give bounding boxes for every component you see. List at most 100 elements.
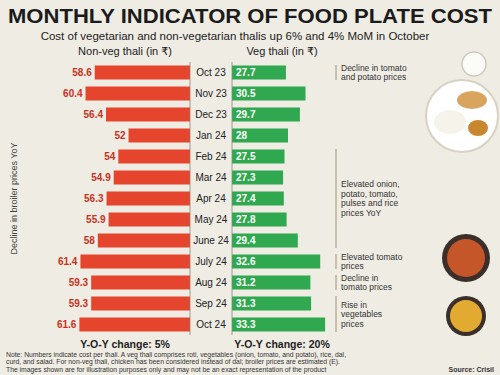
bar [232, 318, 325, 332]
annotation: Decline in broiler prices YoY [9, 142, 19, 254]
dal-bowl [446, 296, 486, 336]
category-label: May 24 [195, 214, 228, 225]
panel-title: Non-veg thali (in ₹) [78, 45, 172, 57]
annotation: prices [341, 319, 364, 329]
category-label: Jan 24 [196, 130, 226, 141]
annotation: Rise in [341, 300, 367, 310]
annotation: prices [341, 261, 364, 271]
annotation: potato, tomato, [341, 189, 398, 199]
annotation-bracket [335, 296, 337, 332]
category-label: Nov 23 [195, 88, 227, 99]
dal [450, 300, 482, 332]
subtitle: Cost of vegetarian and non-vegetarian th… [41, 30, 430, 42]
data-label: 30.5 [236, 88, 256, 99]
bar [232, 129, 288, 143]
bar [232, 66, 286, 80]
category-label: Oct 23 [196, 67, 226, 78]
bar [114, 171, 190, 185]
bar [232, 150, 285, 164]
bar [106, 108, 190, 122]
curry-bowl [442, 234, 490, 282]
annotation-bracket [335, 254, 337, 269]
bar [232, 234, 298, 248]
bar [98, 234, 190, 248]
annotation: Elevated onion, [341, 179, 400, 189]
annotation: pulses and rice [341, 198, 398, 208]
chart-root: MONTHLY INDICATOR OF FOOD PLATE COST Cost… [0, 0, 500, 375]
category-label: Sep 24 [195, 298, 227, 309]
annotation: prices YoY [341, 208, 381, 218]
bar [80, 255, 190, 269]
category-label: Feb 24 [195, 151, 227, 162]
data-label: 55.9 [86, 214, 106, 225]
data-label: 59.3 [69, 298, 89, 309]
caption: Y-O-Y change: 5% [80, 338, 170, 350]
category-label: June 24 [193, 235, 229, 246]
data-label: 27.5 [236, 151, 256, 162]
annotation-bracket [335, 149, 337, 248]
data-label: 54.9 [91, 172, 111, 183]
bar [232, 192, 284, 206]
food-images [426, 52, 498, 336]
data-label: 58 [84, 235, 96, 246]
category-label: Aug 24 [195, 277, 227, 288]
bar [79, 318, 190, 332]
curd-bowl [462, 52, 486, 76]
annotation: Decline in tomato [341, 63, 407, 73]
category-label: Dec 23 [195, 109, 227, 120]
data-label: 54 [104, 151, 116, 162]
axis-line [190, 62, 191, 335]
data-label: 32.6 [236, 256, 256, 267]
category-label: Apr 24 [196, 193, 226, 204]
data-label: 33.3 [236, 319, 256, 330]
data-label: 29.7 [236, 109, 256, 120]
bar [107, 192, 190, 206]
annotation-bracket [335, 275, 337, 290]
caption: Y-O-Y change: 20% [234, 338, 330, 350]
source: Source: Crisil [448, 366, 494, 373]
data-label: 31.2 [236, 277, 256, 288]
data-label: 29.4 [236, 235, 256, 246]
bar [232, 255, 320, 269]
data-label: 27.3 [236, 172, 256, 183]
data-label: 61.6 [57, 319, 77, 330]
data-label: 27.8 [236, 214, 256, 225]
annotation: Decline in [341, 273, 379, 283]
background [0, 0, 500, 375]
bar [86, 87, 190, 101]
bar [232, 171, 283, 185]
annotation: and potato prices [341, 72, 406, 82]
category-label: Oct 24 [196, 319, 226, 330]
annotation: vegetables [341, 309, 382, 319]
data-label: 61.4 [58, 256, 78, 267]
bar [91, 297, 190, 311]
data-label: 27.7 [236, 67, 256, 78]
annotation: tomato prices [341, 282, 392, 292]
category-label: Mar 24 [195, 172, 227, 183]
panel-title: Veg thali (in ₹) [246, 45, 317, 57]
bar [95, 66, 190, 80]
data-label: 59.3 [69, 277, 89, 288]
bar [232, 108, 300, 122]
annotation: Elevated tomato [341, 252, 403, 262]
bar [91, 276, 190, 290]
bar [109, 213, 190, 227]
plate [426, 80, 498, 152]
data-label: 27.4 [236, 193, 256, 204]
annotation-bracket [335, 65, 337, 80]
data-label: 31.3 [236, 298, 256, 309]
data-label: 52 [114, 130, 126, 141]
note: The images shown are for illustration pu… [6, 366, 327, 374]
axis-line [232, 62, 233, 335]
data-label: 56.4 [84, 109, 104, 120]
rice [434, 110, 466, 134]
title: MONTHLY INDICATOR OF FOOD PLATE COST [8, 5, 492, 27]
bar [232, 276, 310, 290]
data-label: 60.4 [63, 88, 83, 99]
bar [129, 129, 190, 143]
roti [457, 91, 487, 109]
vegetables [468, 120, 488, 136]
bar [118, 150, 190, 164]
data-label: 58.6 [72, 67, 92, 78]
bar [232, 213, 287, 227]
